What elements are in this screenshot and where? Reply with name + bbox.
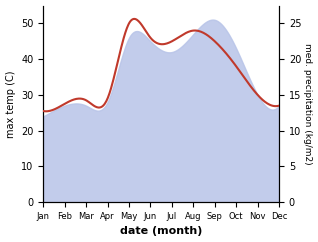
Y-axis label: med. precipitation (kg/m2): med. precipitation (kg/m2) [303, 43, 313, 165]
Y-axis label: max temp (C): max temp (C) [5, 70, 16, 138]
X-axis label: date (month): date (month) [120, 227, 202, 236]
